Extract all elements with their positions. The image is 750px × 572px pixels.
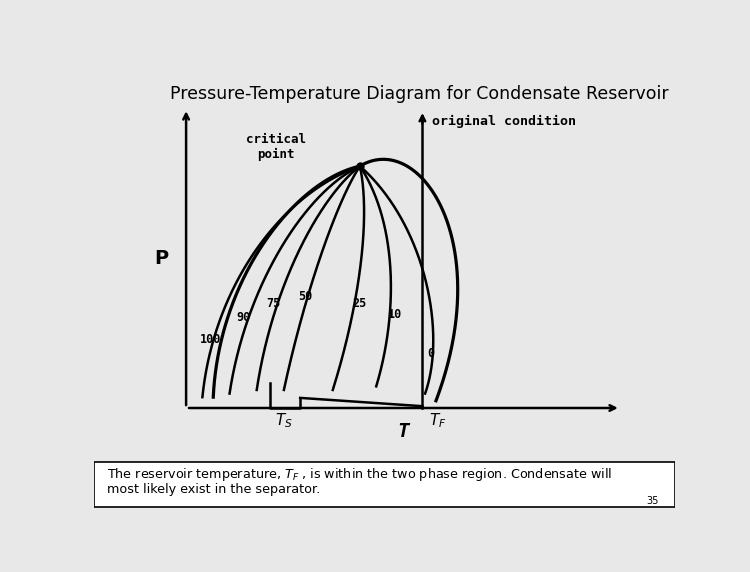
Text: most likely exist in the separator.: most likely exist in the separator.: [107, 483, 320, 496]
Text: 25: 25: [352, 297, 367, 310]
Text: 0: 0: [427, 347, 434, 360]
Text: T: T: [398, 422, 410, 441]
FancyBboxPatch shape: [94, 462, 675, 507]
Text: $T_F$: $T_F$: [429, 411, 446, 430]
Text: 90: 90: [236, 311, 250, 324]
Text: The reservoir temperature, $T_F$ , is within the two phase region. Condensate wi: The reservoir temperature, $T_F$ , is wi…: [107, 467, 613, 483]
Text: 75: 75: [266, 297, 280, 310]
Text: original condition: original condition: [432, 114, 576, 128]
Text: 100: 100: [200, 333, 221, 346]
Text: 50: 50: [298, 289, 313, 303]
Text: 10: 10: [388, 308, 402, 321]
Text: critical
point: critical point: [246, 133, 306, 161]
Text: $T_S$: $T_S$: [274, 411, 292, 430]
Text: 35: 35: [646, 496, 658, 506]
Text: Pressure-Temperature Diagram for Condensate Reservoir: Pressure-Temperature Diagram for Condens…: [170, 85, 668, 103]
Text: P: P: [154, 249, 169, 268]
